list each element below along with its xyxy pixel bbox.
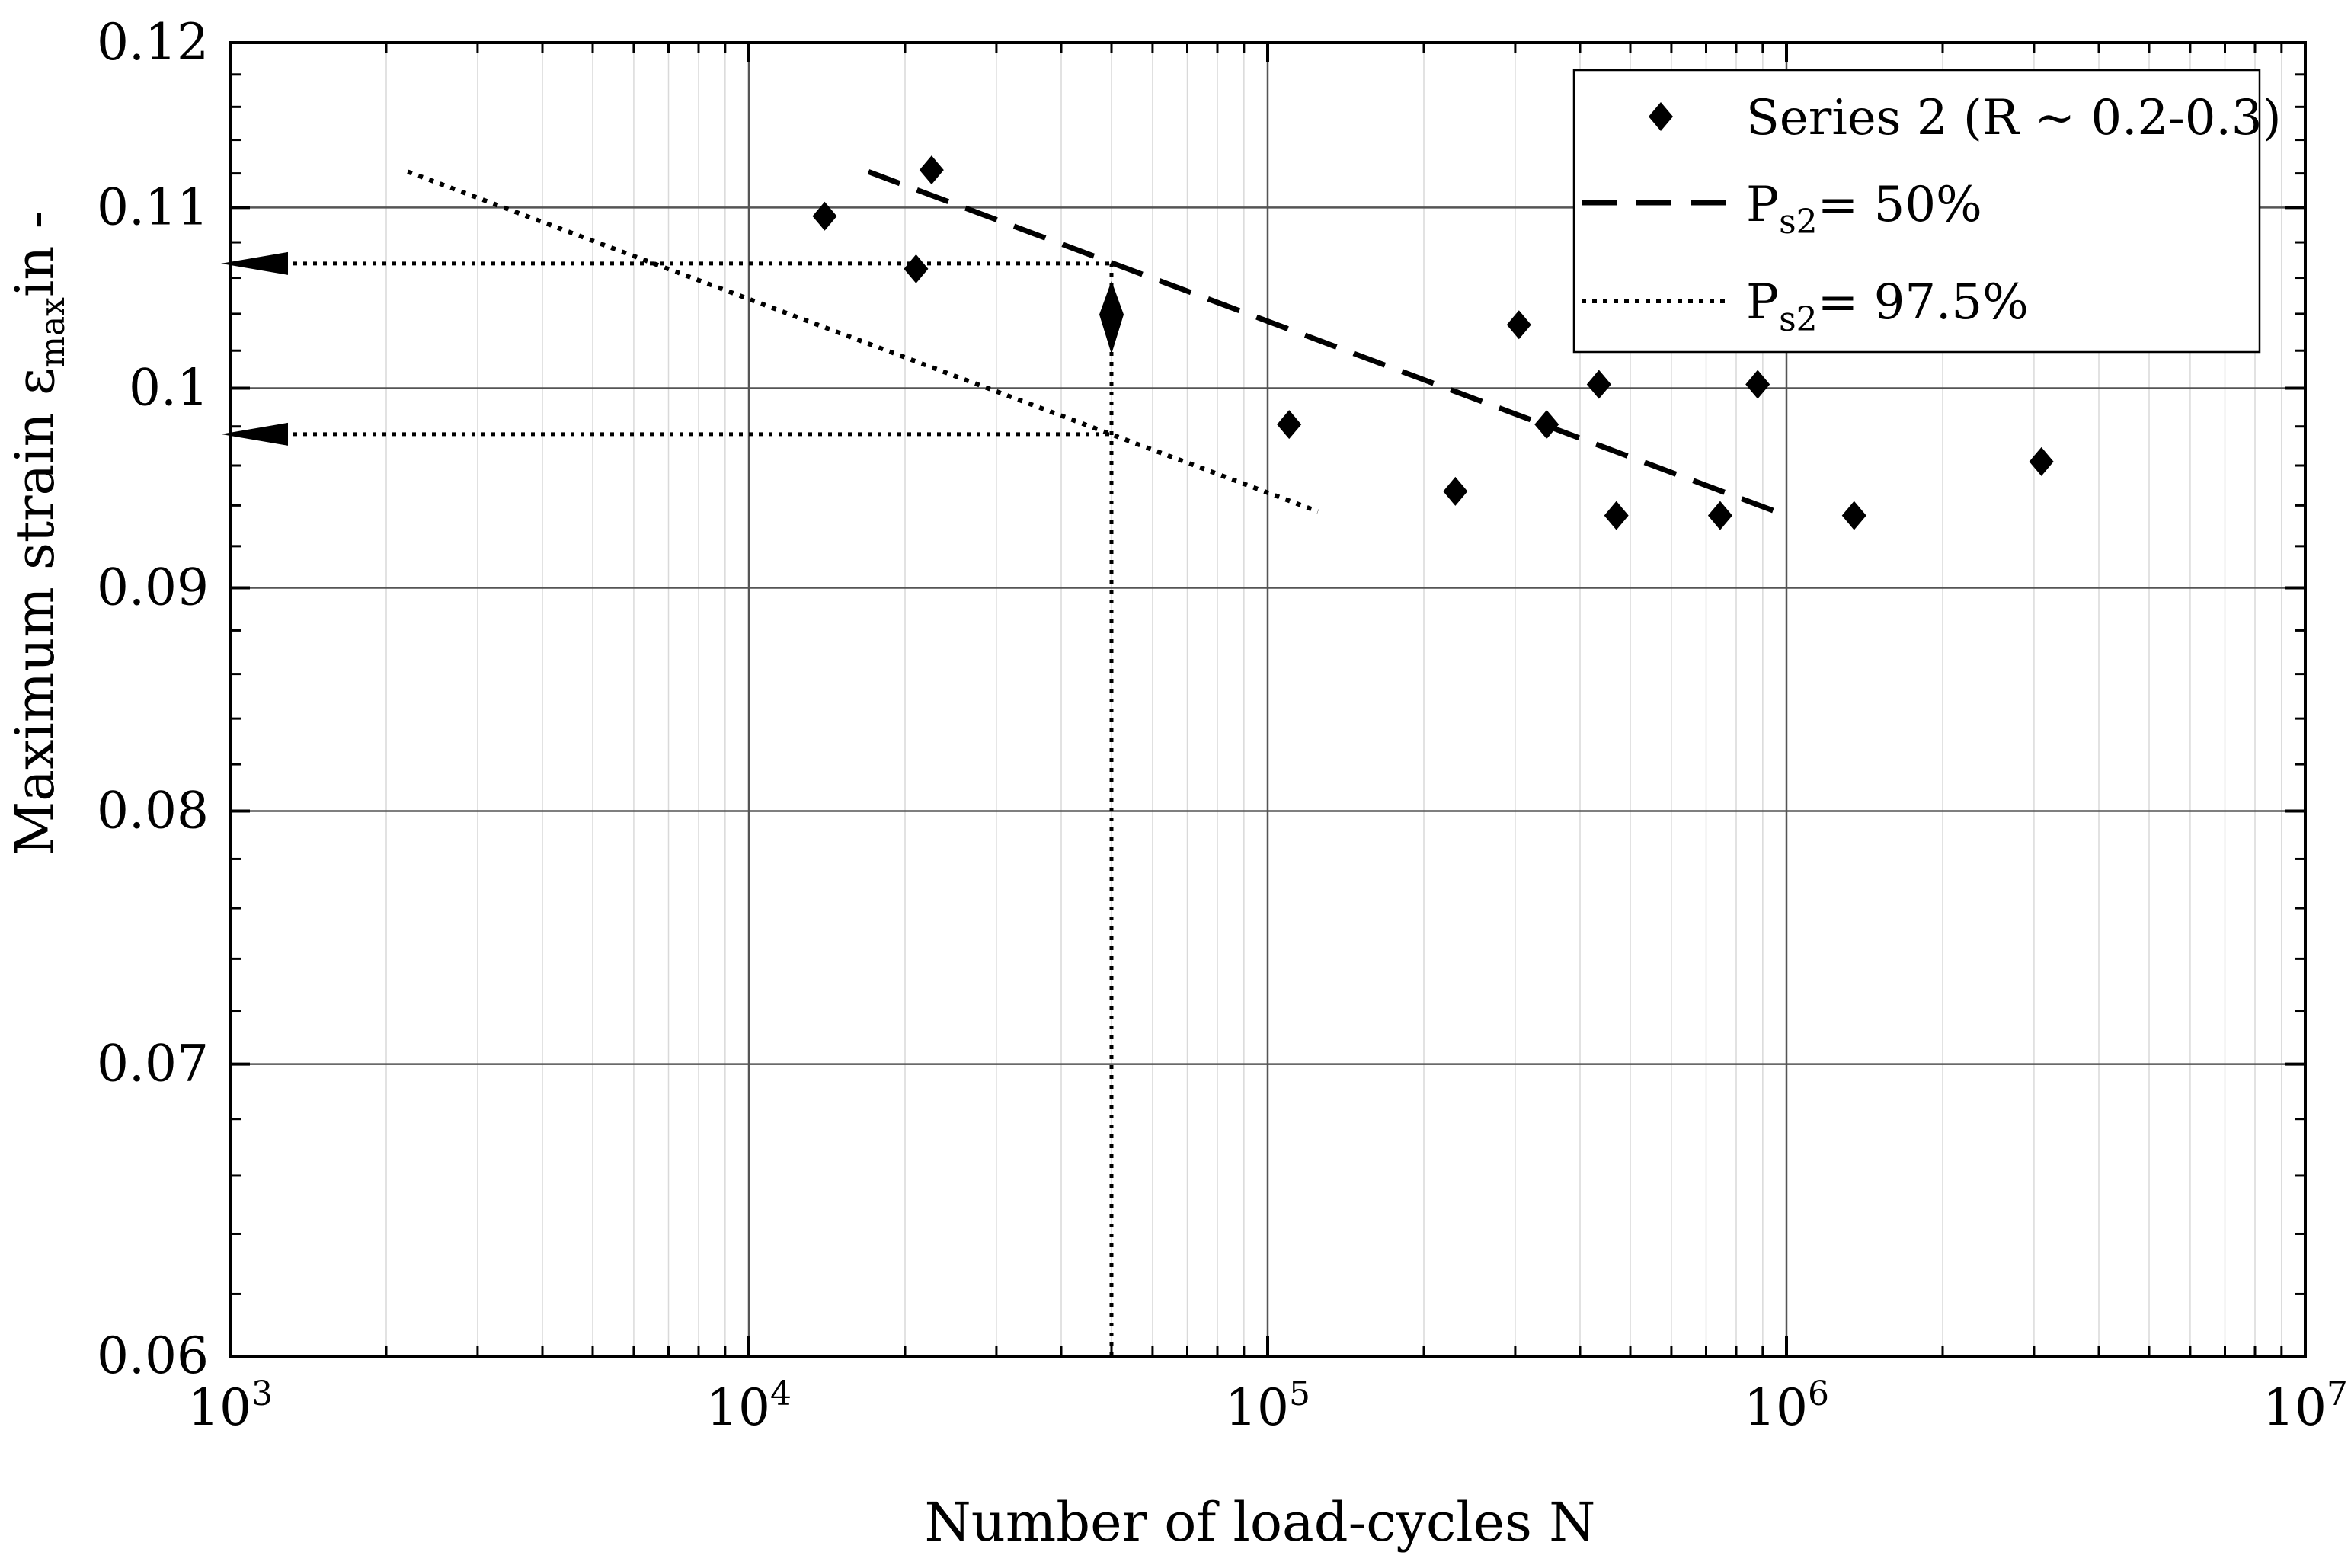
- data-point: [2029, 446, 2054, 476]
- legend-label-p50-sub: s2: [1779, 203, 1818, 242]
- y-tick-label: 0.08: [97, 781, 209, 840]
- fit-line-p50: [867, 169, 1788, 518]
- x-tick-label-exponent: 5: [1289, 1374, 1310, 1413]
- annotation-lines: [221, 251, 1124, 1356]
- annotation-arrow-left: [221, 251, 288, 275]
- x-tick-label: 107: [2263, 1374, 2348, 1437]
- data-point: [1586, 370, 1611, 399]
- x-tick-label: 103: [187, 1374, 273, 1437]
- y-axis-title: Maximum strain εmaxin -: [4, 211, 72, 856]
- x-tick-label: 105: [1225, 1374, 1310, 1437]
- data-point: [904, 254, 929, 283]
- fit-lines: [407, 169, 1788, 518]
- legend-label-series2: Series 2 (R ~ 0.2-0.3): [1746, 90, 2282, 146]
- data-point: [1604, 501, 1629, 530]
- x-tick-label: 104: [706, 1374, 792, 1437]
- legend-label-p50: Ps2= 50%: [1746, 177, 1982, 242]
- x-tick-label-base: 10: [187, 1378, 251, 1437]
- legend-marker-diamond: [1649, 102, 1673, 131]
- x-tick-label: 106: [1744, 1374, 1829, 1437]
- x-tick-label-base: 10: [1744, 1378, 1808, 1437]
- tick-labels: 103 104 105 106 1070.060.070.080.090.10.110.…: [97, 13, 2348, 1437]
- legend-label-p975-sub: s2: [1779, 300, 1818, 339]
- x-tick-label-base: 10: [1225, 1378, 1289, 1437]
- x-tick-label-base: 10: [2263, 1378, 2327, 1437]
- data-point: [1534, 410, 1559, 440]
- data-points: [812, 155, 2054, 530]
- legend-box: [1572, 69, 2261, 354]
- y-tick-label: 0.1: [129, 358, 209, 417]
- y-tick-label: 0.07: [97, 1035, 209, 1093]
- axis-ticks: [229, 41, 2307, 1358]
- legend-label-p975-main: P: [1746, 274, 1779, 331]
- y-tick-label: 0.06: [97, 1326, 209, 1385]
- x-tick-label-exponent: 7: [2327, 1374, 2348, 1413]
- x-tick-label-exponent: 6: [1808, 1374, 1829, 1413]
- y-tick-label: 0.09: [97, 558, 209, 617]
- legend-label-p50-main: P: [1746, 177, 1779, 233]
- data-point: [1277, 410, 1302, 440]
- x-tick-label-exponent: 3: [251, 1374, 273, 1413]
- legend: Series 2 (R ~ 0.2-0.3) Ps2= 50% Ps2= 97.…: [1572, 69, 2282, 354]
- fit-line-p975: [407, 169, 1319, 514]
- x-tick-label-base: 10: [706, 1378, 770, 1437]
- y-tick-label: 0.12: [97, 13, 209, 72]
- x-tick-label-exponent: 4: [770, 1374, 792, 1413]
- data-point: [1707, 501, 1732, 530]
- legend-label-p975-suffix: = 97.5%: [1818, 274, 2029, 331]
- y-axis-title-main: Maximum strain ε: [4, 368, 66, 856]
- legend-label-p975: Ps2= 97.5%: [1746, 274, 2029, 339]
- y-tick-label: 0.11: [97, 178, 209, 236]
- annotation-arrow-left: [221, 422, 288, 446]
- y-axis-title-subscript: max: [34, 297, 72, 368]
- data-point: [919, 155, 944, 185]
- data-point: [1506, 310, 1531, 340]
- data-point: [1443, 476, 1468, 506]
- legend-label-p50-suffix: = 50%: [1818, 177, 1982, 233]
- data-point: [812, 201, 837, 231]
- data-point: [1841, 501, 1866, 530]
- y-axis-title-suffix: in -: [4, 211, 66, 297]
- annotation-arrow-down: [1099, 280, 1124, 354]
- x-axis-title: Number of load-cycles N: [925, 1491, 1596, 1554]
- data-point: [1745, 370, 1770, 399]
